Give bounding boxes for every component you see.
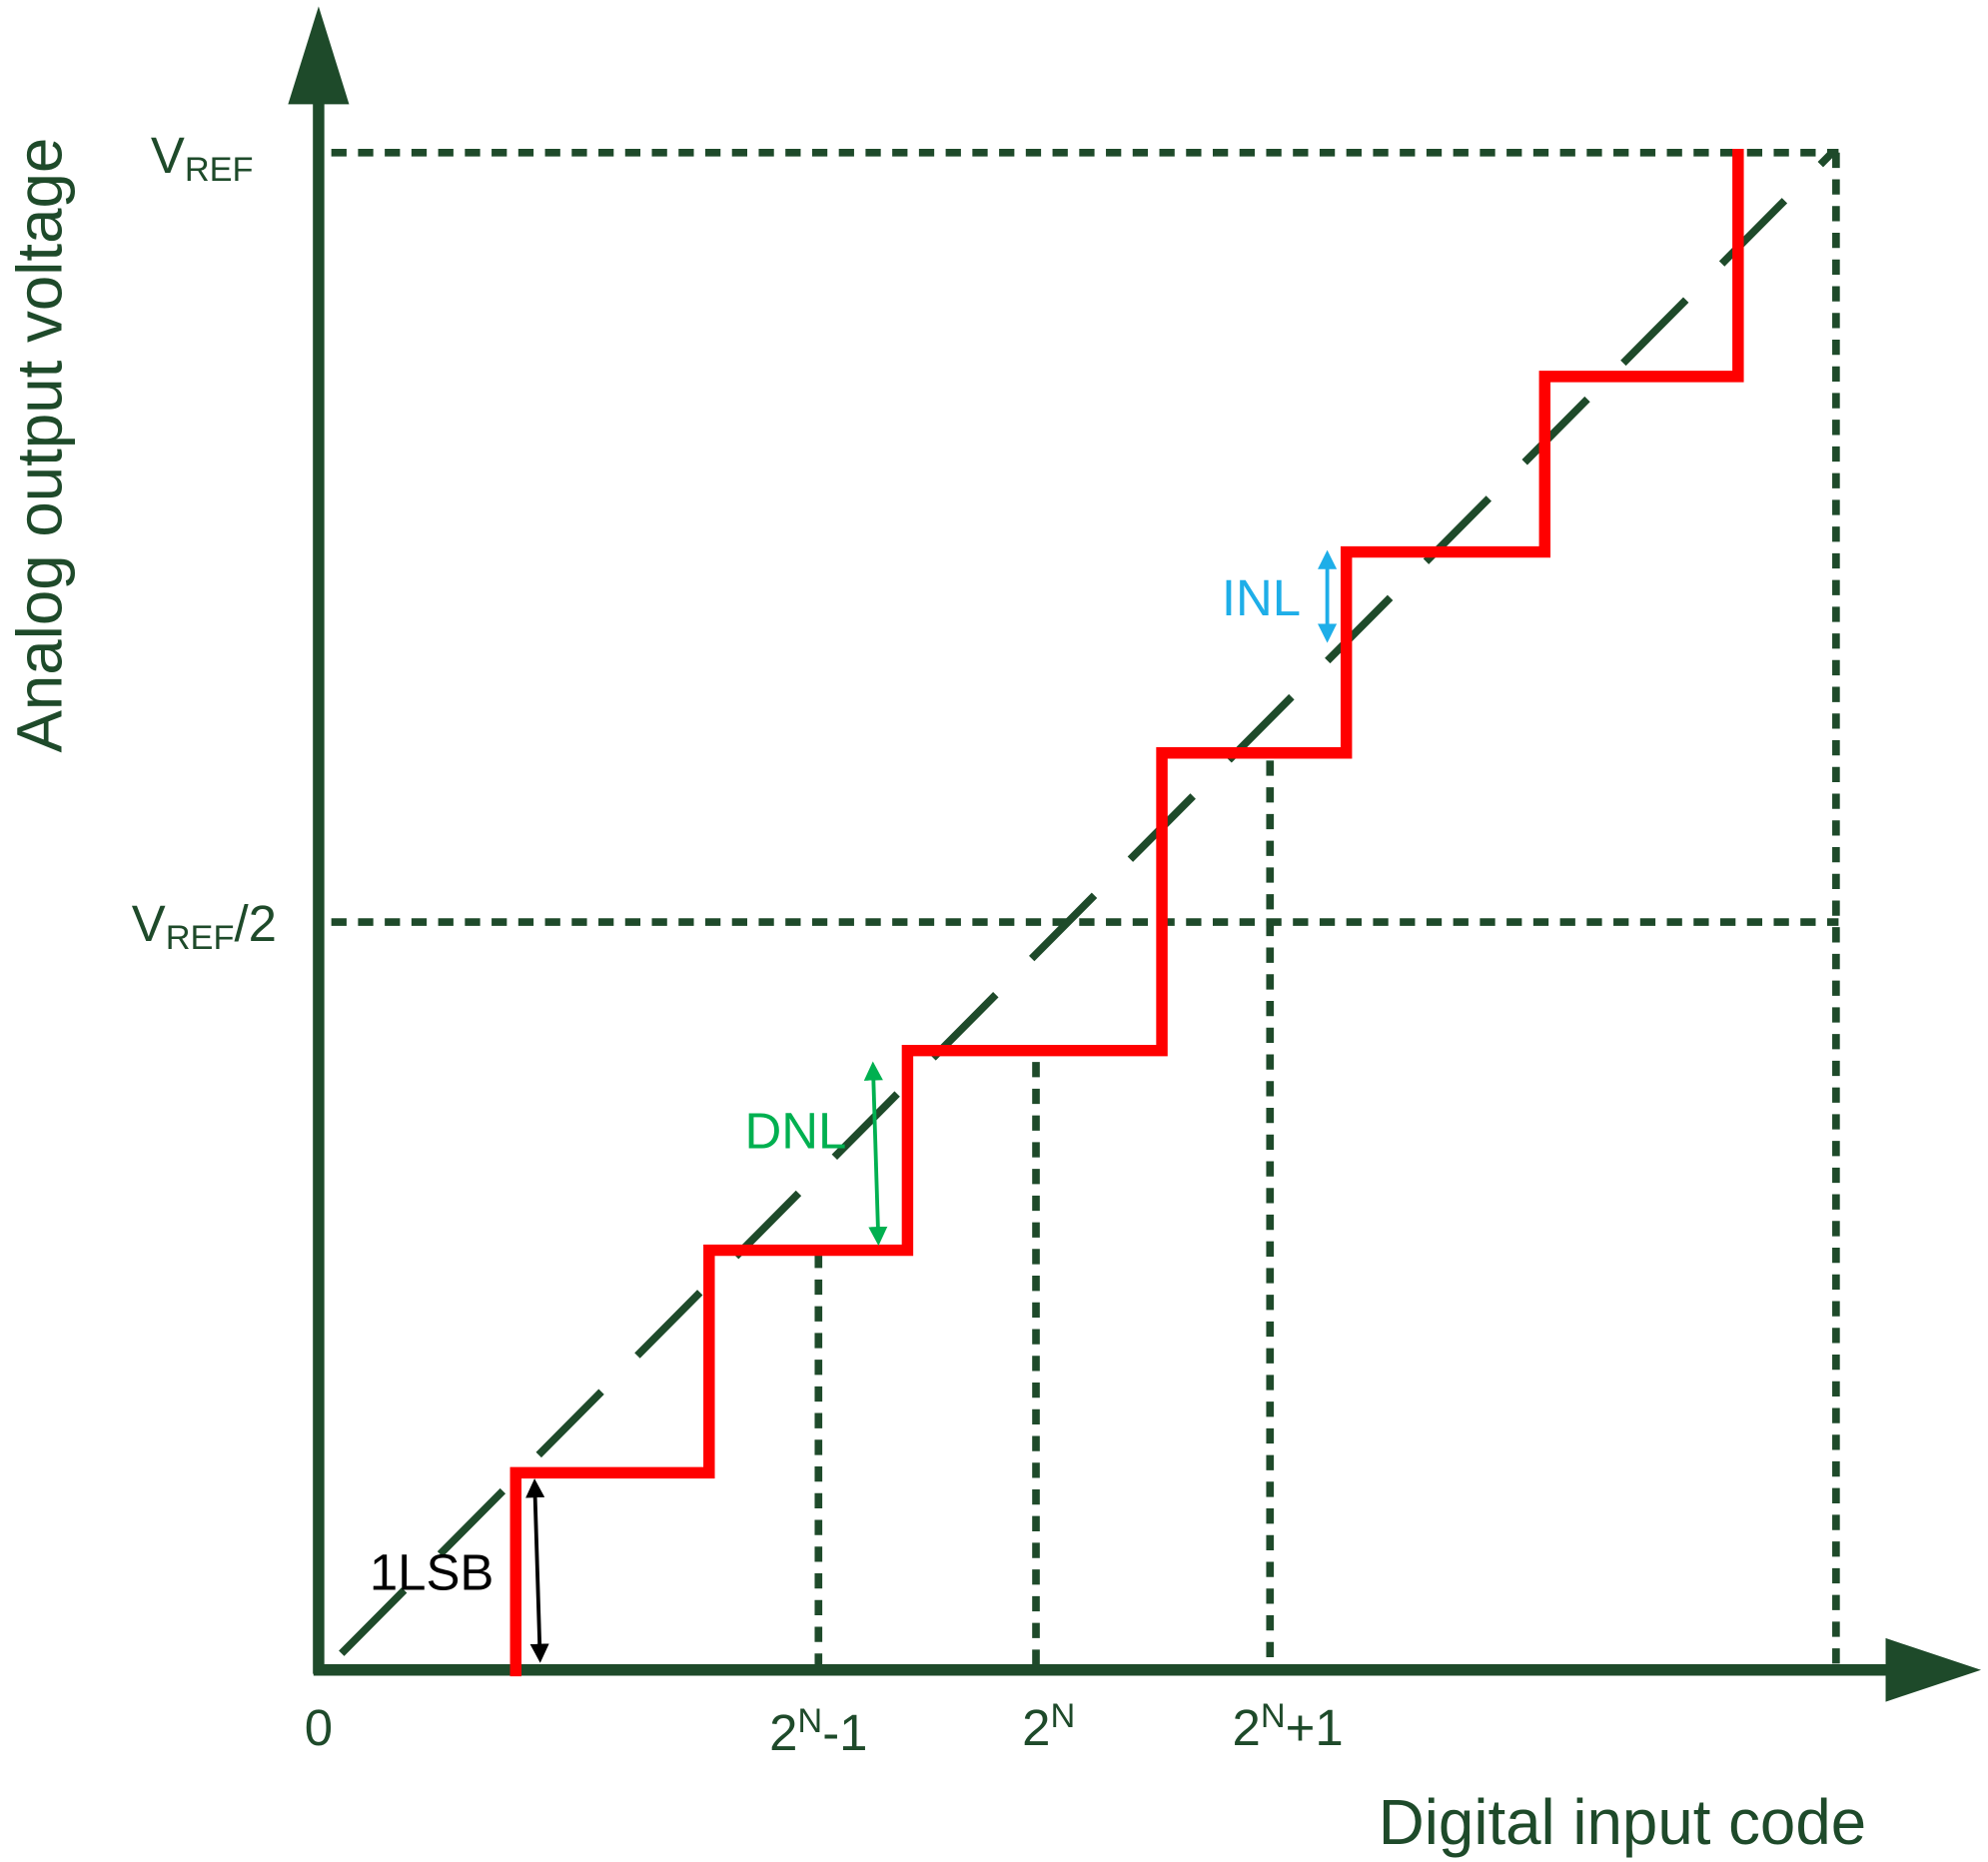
dnl-arrow xyxy=(863,1061,888,1247)
tick-suffix: /2 xyxy=(234,895,276,952)
y-tick-label: VREF/2 xyxy=(132,895,277,957)
y-tick-label: VREF xyxy=(151,127,254,189)
tick-suffix: -1 xyxy=(822,1704,867,1761)
tick-suffix: +1 xyxy=(1286,1699,1344,1756)
lsb-label: 1LSB xyxy=(370,1544,495,1601)
tick-base: 0 xyxy=(305,1699,333,1756)
x-axis-label: Digital input code xyxy=(1379,1787,1866,1858)
x-tick-label: 2N+1 xyxy=(1233,1697,1344,1756)
y-axis-label: Analog output voltage xyxy=(5,138,76,753)
tick-subscript: REF xyxy=(166,919,235,957)
tick-superscript: N xyxy=(797,1702,822,1740)
lsb-arrow xyxy=(525,1478,549,1663)
y-axis-arrow xyxy=(288,6,350,105)
tick-base: V xyxy=(151,127,185,184)
tick-subscript: REF xyxy=(185,151,254,189)
tick-base: V xyxy=(132,895,166,952)
guide-lines xyxy=(331,148,1840,1670)
tick-base: 2 xyxy=(1233,1699,1261,1756)
tick-superscript: N xyxy=(1050,1697,1075,1735)
inl-label: INL xyxy=(1222,569,1301,626)
ideal-line xyxy=(339,150,1835,1656)
dnl-label: DNL xyxy=(744,1103,846,1160)
tick-superscript: N xyxy=(1261,1697,1286,1735)
tick-base: 2 xyxy=(769,1704,797,1761)
x-axis-arrow xyxy=(1885,1637,1982,1702)
x-tick-label: 0 xyxy=(305,1699,333,1756)
dac-output xyxy=(509,148,1744,1677)
x-tick-label: 2N xyxy=(1022,1697,1075,1756)
x-tick-label: 2N-1 xyxy=(769,1702,867,1761)
tick-base: 2 xyxy=(1022,1699,1050,1756)
